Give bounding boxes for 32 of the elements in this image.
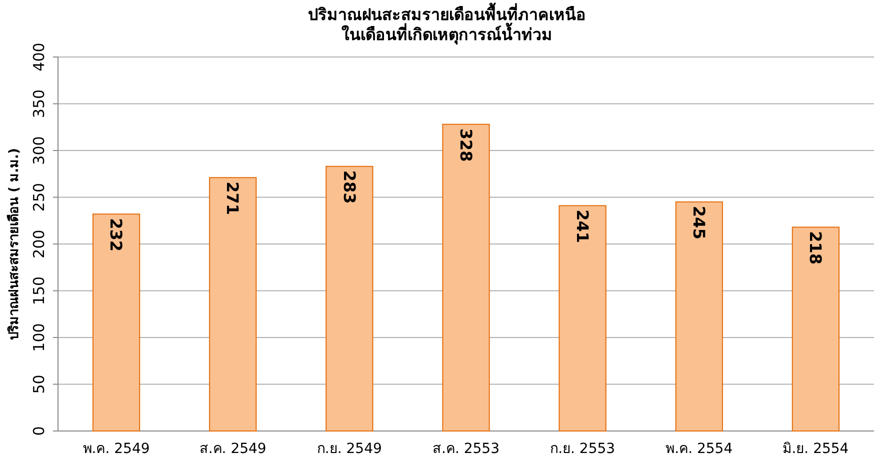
bar — [558, 205, 606, 432]
data-label: 218 — [806, 231, 826, 265]
x-tick-label: ส.ค. 2549 — [199, 441, 266, 457]
data-label: 271 — [223, 182, 242, 216]
data-label: 241 — [572, 210, 592, 244]
y-tick-label: 150 — [30, 276, 48, 306]
x-tick-label: พ.ค. 2549 — [82, 441, 150, 457]
y-tick-label: 100 — [30, 323, 48, 352]
x-tick-label: ก.ย. 2549 — [316, 441, 382, 457]
data-label: 245 — [690, 206, 709, 240]
x-tick-label: พ.ค. 2554 — [666, 441, 733, 457]
bar — [675, 201, 723, 432]
y-tick-label: 350 — [30, 89, 48, 118]
bar — [209, 177, 257, 432]
y-tick-label: 50 — [30, 374, 48, 394]
chart-title: ปริมาณฝนสะสมรายเดือนพื้นที่ภาคเหนือ ในเดือนที่เกิดเหตุการณ์น้ำท่วม — [308, 2, 586, 45]
y-tick-label: 300 — [30, 136, 48, 165]
x-tick-label: ก.ย. 2553 — [550, 441, 616, 457]
x-tick-label: มิ.ย. 2554 — [782, 441, 849, 457]
y-tick-label: 0 — [30, 426, 48, 436]
data-label: 328 — [456, 128, 476, 162]
y-tick-label: 400 — [30, 42, 48, 72]
x-tick-label: ส.ค. 2553 — [432, 441, 500, 457]
y-tick-label: 200 — [30, 230, 48, 258]
bar — [92, 214, 140, 432]
bar — [326, 166, 374, 432]
y-tick-label: 250 — [30, 182, 48, 212]
y-axis-title: ปริมาณฝนสะสมรายเดือน ( ม.ม.) — [6, 148, 22, 340]
bar — [442, 124, 490, 432]
data-label: 232 — [106, 218, 126, 252]
data-label: 283 — [340, 170, 359, 204]
bar — [792, 226, 840, 432]
